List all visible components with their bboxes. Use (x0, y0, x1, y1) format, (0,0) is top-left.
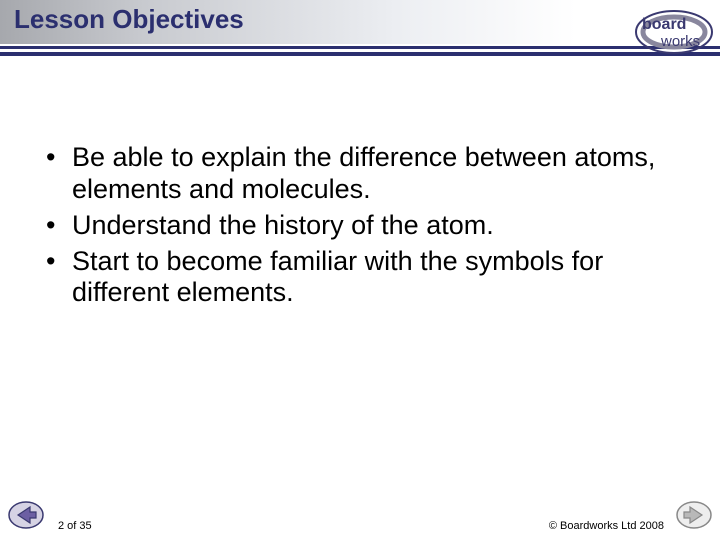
next-button[interactable] (676, 500, 712, 530)
slide-header: Lesson Objectives board works (0, 0, 720, 56)
slide-footer: 2 of 35 © Boardworks Ltd 2008 (0, 500, 720, 536)
svg-text:board: board (642, 16, 686, 33)
boardworks-logo: board works (586, 2, 716, 72)
prev-button[interactable] (8, 500, 44, 530)
page-indicator: 2 of 35 (58, 520, 92, 532)
copyright-text: © Boardworks Ltd 2008 (549, 520, 664, 532)
slide-body: Be able to explain the difference betwee… (42, 142, 672, 313)
objectives-list: Be able to explain the difference betwee… (42, 142, 672, 309)
list-item: Start to become familiar with the symbol… (42, 246, 672, 310)
svg-text:works: works (660, 33, 700, 50)
list-item: Be able to explain the difference betwee… (42, 142, 672, 206)
slide-title: Lesson Objectives (14, 4, 244, 35)
list-item: Understand the history of the atom. (42, 210, 672, 242)
